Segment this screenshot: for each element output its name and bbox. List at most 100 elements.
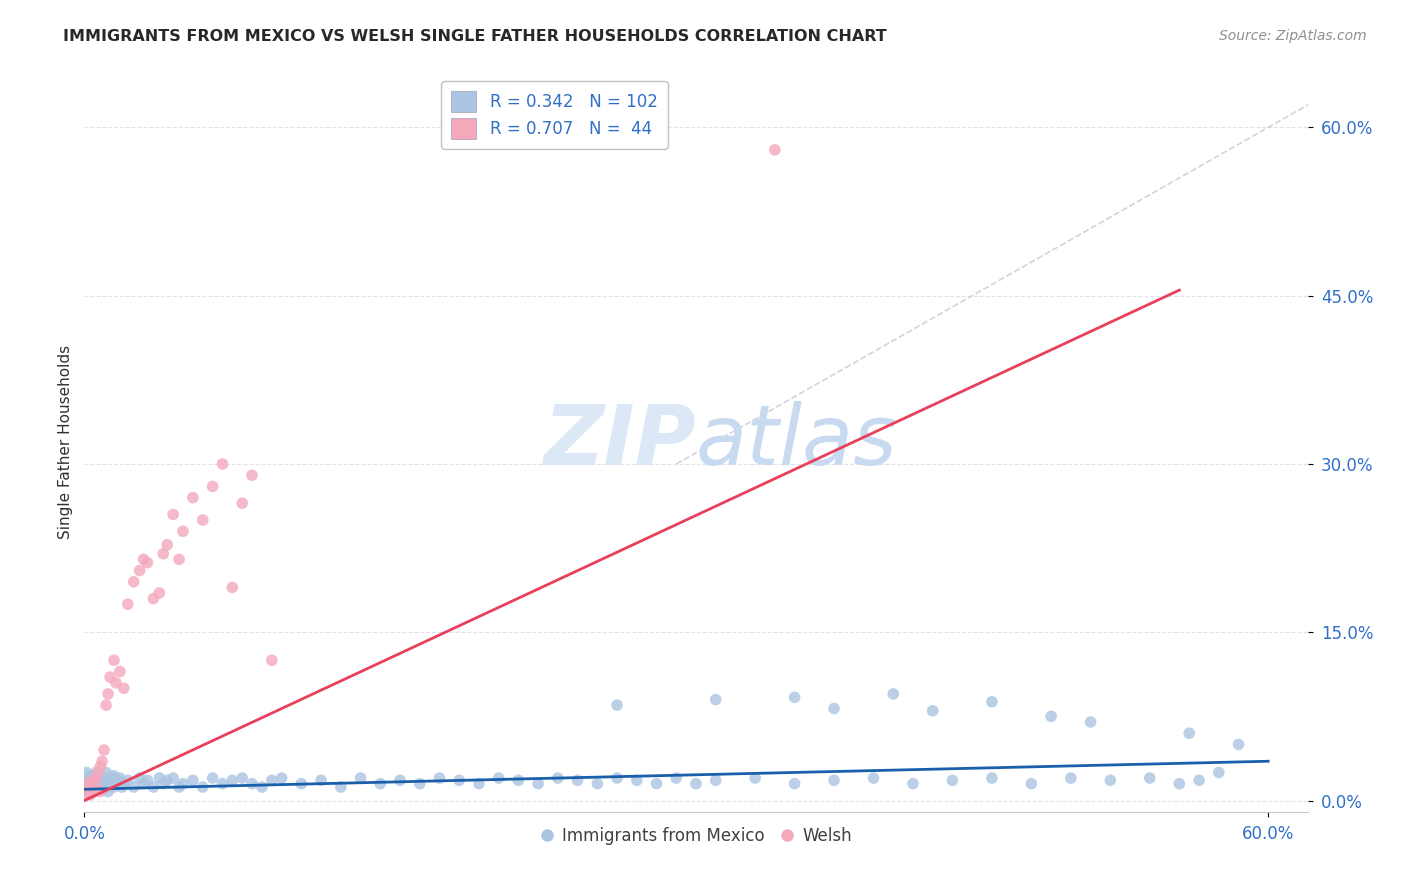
Point (172, 777, 194, 791)
Point (89, 760, 111, 774)
Point (862, 771, 884, 785)
Point (128, 771, 150, 785)
Point (136, 556, 159, 570)
Point (93, 771, 115, 785)
Point (181, 773, 204, 788)
Point (97, 784, 120, 798)
Point (148, 586, 170, 600)
Point (162, 771, 184, 785)
Text: Source: ZipAtlas.com: Source: ZipAtlas.com (1219, 29, 1367, 43)
Point (112, 681, 135, 696)
Point (567, 773, 589, 788)
Point (84, 765, 107, 780)
Point (97, 687, 120, 701)
Point (82, 773, 104, 788)
Point (260, 653, 283, 667)
Point (104, 777, 127, 791)
Point (1168, 777, 1191, 791)
Point (744, 771, 766, 785)
Point (103, 653, 125, 667)
Point (87, 780, 110, 794)
Point (191, 780, 214, 794)
Point (97, 773, 120, 788)
Point (83, 784, 105, 798)
Point (488, 771, 510, 785)
Point (98, 777, 121, 791)
Legend: Immigrants from Mexico, Welsh: Immigrants from Mexico, Welsh (533, 820, 859, 852)
Point (98, 670, 121, 684)
Point (82, 773, 104, 788)
Point (84, 777, 107, 791)
Point (75, 765, 97, 780)
Point (136, 773, 159, 788)
Point (1227, 738, 1250, 752)
Point (94, 698, 117, 713)
Point (823, 773, 845, 788)
Point (79, 769, 101, 783)
Point (87, 771, 110, 785)
Point (763, 143, 786, 157)
Point (1021, 777, 1043, 791)
Point (122, 780, 145, 794)
Point (468, 777, 491, 791)
Point (75, 788, 97, 802)
Point (83, 771, 105, 785)
Point (111, 780, 134, 794)
Point (586, 777, 609, 791)
Point (156, 773, 179, 788)
Point (167, 552, 190, 566)
Point (221, 773, 243, 788)
Point (941, 773, 963, 788)
Point (77, 777, 100, 791)
Point (290, 777, 312, 791)
Point (1188, 773, 1211, 788)
Point (349, 771, 371, 785)
Point (606, 771, 628, 785)
Point (82, 782, 104, 797)
Point (91, 782, 114, 797)
Point (108, 665, 131, 679)
Point (108, 771, 131, 785)
Point (260, 773, 283, 788)
Point (142, 591, 165, 606)
Point (409, 777, 432, 791)
Point (1139, 771, 1161, 785)
Point (1040, 709, 1063, 723)
Point (84, 771, 107, 785)
Point (152, 777, 174, 791)
Point (103, 780, 125, 794)
Point (122, 574, 145, 589)
Point (449, 773, 471, 788)
Text: IMMIGRANTS FROM MEXICO VS WELSH SINGLE FATHER HOUSEHOLDS CORRELATION CHART: IMMIGRANTS FROM MEXICO VS WELSH SINGLE F… (63, 29, 887, 44)
Point (240, 777, 263, 791)
Point (112, 777, 135, 791)
Point (783, 690, 806, 705)
Point (87, 765, 110, 780)
Point (162, 508, 184, 522)
Y-axis label: Single Father Households: Single Father Households (58, 344, 73, 539)
Point (1060, 771, 1083, 785)
Point (270, 771, 292, 785)
Point (221, 580, 243, 594)
Point (980, 695, 1002, 709)
Point (107, 773, 129, 788)
Point (172, 524, 194, 539)
Point (329, 780, 352, 794)
Point (508, 773, 530, 788)
Point (823, 701, 845, 715)
Point (117, 773, 139, 788)
Point (83, 777, 105, 791)
Point (83, 784, 105, 798)
Point (89, 784, 111, 798)
Point (201, 479, 224, 493)
Point (94, 780, 117, 794)
Point (389, 773, 412, 788)
Point (152, 547, 174, 561)
Point (547, 771, 569, 785)
Point (156, 538, 179, 552)
Point (1178, 726, 1201, 740)
Point (101, 771, 124, 785)
Point (82, 782, 104, 797)
Point (94, 765, 117, 780)
Point (75, 773, 97, 788)
